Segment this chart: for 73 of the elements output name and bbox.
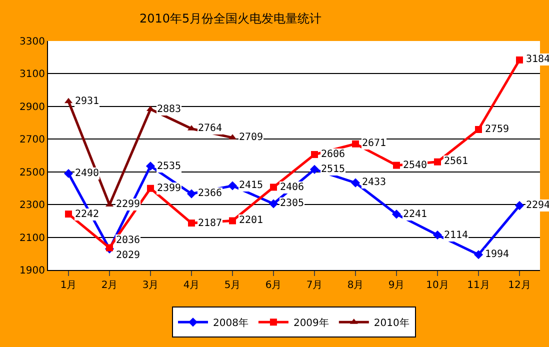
data-label: 2931 [75,96,100,107]
data-label: 2490 [75,168,100,179]
data-label: 2399 [157,183,182,194]
data-label: 2671 [362,138,386,149]
point [229,217,236,224]
y-tick-label: 2300 [20,200,45,212]
data-label: 2764 [198,123,222,134]
x-tick-label: 11月 [467,280,490,291]
data-label: 2299 [116,199,140,210]
data-label: 2415 [239,180,264,191]
data-label: 2201 [239,215,264,226]
point [186,189,196,198]
point [64,168,74,178]
point [65,210,72,218]
point [516,56,523,64]
y-tick-label: 2100 [20,232,45,244]
data-label: 2366 [198,188,222,199]
y-tick-label: 2900 [20,102,45,113]
point [514,201,524,210]
point [475,126,482,133]
x-tick-label: 9月 [388,280,405,291]
data-label: 2241 [403,209,428,220]
point [268,199,278,208]
y-tick-label: 1900 [20,266,45,276]
x-tick-label: 2月 [101,280,118,291]
data-label: 2029 [116,250,140,261]
point [270,184,277,191]
data-label: 1994 [485,249,510,260]
data-label: 2305 [280,198,304,209]
point [188,220,195,227]
point [350,178,360,188]
x-tick-label: 10月 [426,280,449,291]
data-label: 2406 [280,182,304,193]
x-tick-label: 4月 [183,280,200,291]
point [311,151,318,158]
point [228,181,238,190]
x-tick-label: 7月 [306,280,323,291]
point [393,162,400,169]
data-label: 2535 [157,161,182,172]
x-tick-label: 12月 [508,280,531,291]
data-label: 2561 [444,156,468,167]
legend-label: 2009年 [293,317,329,330]
legend-label: 2008年 [213,317,248,330]
y-tick-label: 2700 [20,134,45,146]
x-tick-label: 1月 [60,280,77,291]
legend-label: 2010年 [374,317,410,330]
data-label: 2515 [321,164,346,175]
point [146,162,156,171]
data-label: 2606 [321,149,346,160]
y-tick-label: 3100 [20,69,45,80]
chart-title: 2010年5月份全国火电发电量统计 [139,11,322,26]
point [434,158,441,166]
x-tick-label: 3月 [142,280,159,291]
data-label: 2883 [157,104,182,115]
point [310,164,320,174]
data-label: 2759 [485,124,510,135]
data-label: 2114 [444,230,468,241]
x-tick-label: 6月 [265,280,282,291]
point [432,230,442,240]
point [392,210,402,219]
data-label: 2187 [198,218,222,229]
y-tick-label: 2500 [20,167,45,178]
x-tick-label: 5月 [224,280,241,291]
point [352,140,359,148]
data-label: 2540 [403,160,428,171]
data-label: 2036 [116,235,140,246]
data-label: 2242 [75,209,100,220]
point [147,184,154,192]
y-tick-label: 3300 [20,36,45,48]
x-tick-label: 8月 [347,280,364,291]
data-label: 2433 [362,177,386,188]
point [474,250,484,260]
data-label: 2709 [239,132,264,143]
